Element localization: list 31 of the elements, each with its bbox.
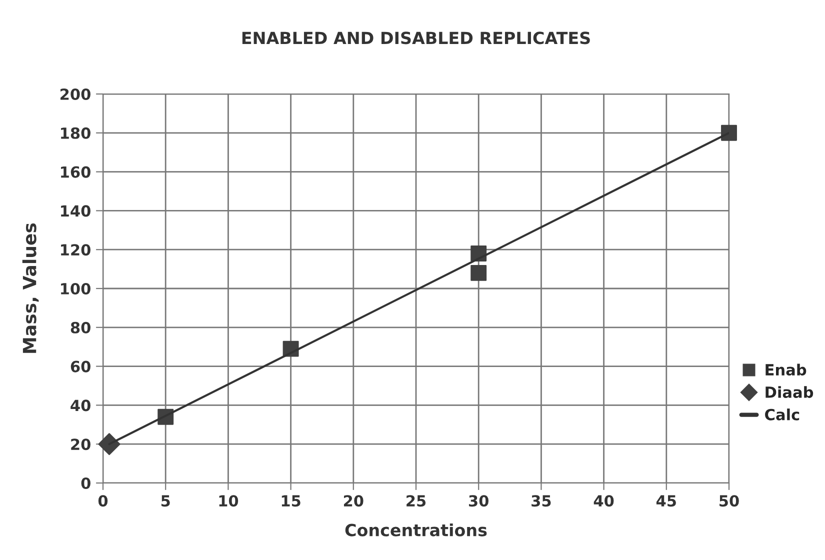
chart-title: ENABLED AND DISABLED REPLICATES: [242, 32, 590, 44]
y-tick-label: 0: [81, 477, 90, 490]
x-tick-label: 0: [98, 495, 108, 507]
point: [721, 124, 737, 141]
y-tick-label: 80: [70, 322, 90, 334]
x-tick-label: 20: [344, 495, 364, 507]
x-tick-label: 25: [406, 495, 426, 507]
x-tick-label: 50: [720, 495, 739, 507]
y-tick-label: 20: [71, 438, 90, 450]
point: [470, 264, 487, 281]
y-axis-title: Mass, Values: [22, 223, 39, 353]
x-tick-label: 45: [656, 495, 676, 507]
y-tick-label: 120: [61, 244, 90, 256]
x-tick-label: 35: [532, 495, 551, 507]
legend-label: Enab: [766, 364, 806, 376]
y-tick-label: 180: [61, 127, 90, 139]
y-tick-label: 160: [61, 166, 90, 178]
y-tick-label: 200: [60, 88, 90, 100]
y-tick-label: 40: [70, 400, 90, 412]
y-tick-label: 100: [61, 282, 90, 295]
x-axis-title: Concentrations: [345, 523, 487, 536]
x-tick-label: 5: [161, 495, 170, 507]
point: [98, 433, 120, 456]
x-tick-label: 15: [282, 495, 300, 507]
y-tick-label: 140: [61, 205, 90, 217]
legend-label: Diaab: [766, 386, 814, 398]
y-tick-label: 60: [70, 360, 90, 372]
x-tick-label: 30: [468, 495, 488, 507]
x-tick-label: 40: [594, 495, 614, 507]
x-tick-label: 10: [219, 495, 238, 507]
legend-label: Calc: [765, 408, 800, 420]
